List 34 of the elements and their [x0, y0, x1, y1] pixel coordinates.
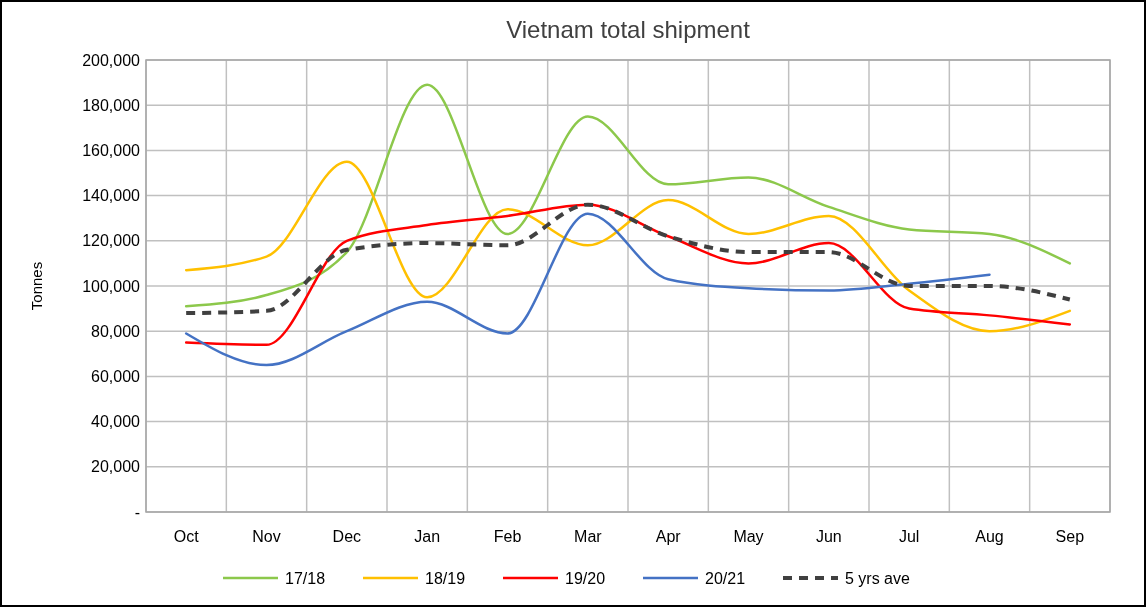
y-tick-label: 160,000 — [82, 142, 141, 159]
x-tick-label: Jan — [414, 528, 441, 545]
legend-label: 18/19 — [425, 569, 466, 587]
line-series — [184, 160, 1072, 333]
x-tick-label: Apr — [655, 528, 682, 545]
y-tick-label: 120,000 — [82, 232, 141, 250]
legend-label: 5 yrs ave — [845, 569, 911, 587]
x-tick-label: Nov — [252, 528, 281, 545]
y-tick-label: 80,000 — [91, 322, 141, 340]
y-tick-label: 40,000 — [91, 413, 141, 431]
y-tick-label: 100,000 — [82, 277, 141, 295]
x-tick-label: Jun — [815, 528, 842, 545]
x-tick-label: Aug — [975, 528, 1004, 545]
y-tick-label: 140,000 — [82, 187, 141, 205]
chart-title: Vietnam total shipment — [506, 16, 751, 43]
x-tick-label: Jul — [898, 528, 920, 545]
x-tick-label: May — [733, 528, 764, 545]
line-series — [184, 212, 991, 367]
y-tick-label: 60,000 — [91, 368, 141, 385]
x-tick-label: Sep — [1055, 528, 1085, 545]
x-tick-label: Dec — [332, 528, 362, 545]
x-tick-label: Feb — [493, 528, 522, 545]
y-tick-label: 180,000 — [82, 96, 141, 114]
x-tick-label: Mar — [574, 528, 603, 545]
y-axis-title: Tonnes — [28, 261, 45, 311]
x-tick-label: Oct — [173, 528, 200, 545]
legend-label: 17/18 — [285, 569, 326, 587]
line-series — [184, 202, 1072, 316]
legend-label: 19/20 — [565, 569, 606, 587]
y-tick-label: 200,000 — [82, 51, 141, 69]
legend-label: 20/21 — [705, 569, 746, 587]
y-tick-label: - — [134, 503, 140, 521]
line-series — [184, 83, 1072, 308]
y-tick-label: 20,000 — [91, 458, 141, 476]
